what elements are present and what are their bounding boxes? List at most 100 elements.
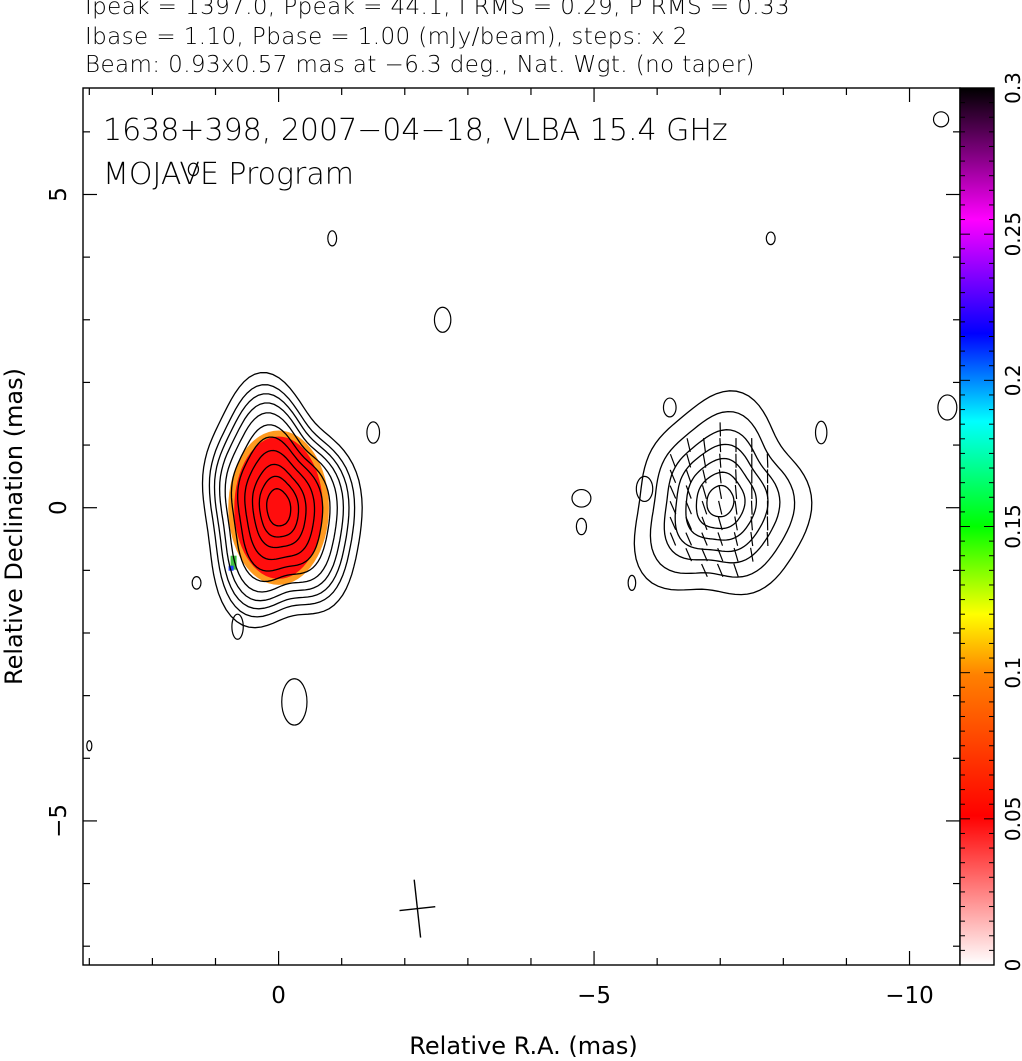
polarization-vector-35 (733, 547, 739, 562)
contour-core-1 (266, 488, 292, 527)
x-tick-label: −10 (885, 983, 934, 1009)
polarization-vector-4 (669, 485, 677, 499)
polarization-vector-39 (734, 485, 738, 500)
polarization-vector-36 (733, 532, 739, 546)
polarization-vector-16 (701, 548, 708, 562)
polarization-vector-56 (766, 453, 769, 468)
noise-contour-15 (937, 394, 958, 421)
polarization-vector-34 (733, 563, 739, 578)
polarization-vector-25 (717, 547, 724, 562)
noise-contour-1 (433, 306, 452, 333)
header-line-1: Ipeak = 1397.0, Ppeak = 44.1, I RMS = 0.… (85, 0, 791, 20)
colorbar-tick-label: 0.3 (1001, 72, 1022, 104)
polarization-vector-37 (734, 516, 738, 531)
contour-core-11 (201, 371, 363, 629)
noise-contour-6 (575, 517, 588, 536)
noise-contour-14 (932, 111, 950, 128)
colorbar-tick-label: 0.05 (1001, 797, 1022, 842)
polarization-vector-27 (717, 516, 723, 531)
polarization-vector-31 (719, 453, 722, 468)
header-line-2: Ibase = 1.10, Pbase = 1.00 (mJy/beam), s… (85, 24, 688, 50)
contour-core-10 (208, 384, 356, 618)
y-axis-label: Relative Declination (mas) (0, 368, 28, 685)
polarization-vector-19 (701, 500, 708, 515)
polarization-vector-21 (702, 469, 707, 484)
noise-contour-4 (187, 162, 200, 177)
contour-jet-knot-3 (685, 457, 758, 541)
contour-core-3 (251, 463, 307, 549)
noise-contour-12 (231, 613, 244, 640)
noise-contour-10 (765, 231, 776, 246)
noise-contour-17 (281, 678, 308, 726)
polarization-edge-pixel (228, 565, 234, 571)
noise-contour-5 (571, 488, 592, 508)
contour-core-4 (244, 449, 316, 561)
polarization-vector-5 (669, 469, 677, 484)
polarization-vector-23 (703, 438, 706, 453)
axis-ticks (83, 88, 960, 965)
plot-frame (82, 87, 961, 966)
contour-jet-knot-6 (649, 410, 796, 578)
colorbar-tick-label: 0.25 (1001, 212, 1022, 257)
y-tick-label: −5 (46, 804, 72, 838)
polarization-vector-44 (750, 532, 754, 547)
contour-jet-knot-5 (663, 429, 781, 564)
polarization-vector-30 (718, 469, 722, 484)
polarization-vector-1 (669, 532, 677, 546)
polarization-vector-26 (717, 532, 724, 546)
polarization-vector-7 (685, 548, 693, 562)
polarization-vector-18 (701, 516, 708, 531)
contour-core-2 (258, 475, 300, 538)
x-tick-label: 0 (271, 983, 286, 1009)
polarization-vector-32 (719, 438, 722, 453)
noise-contour-3 (366, 421, 381, 444)
contour-core-7 (224, 412, 338, 593)
noise-contour-7 (635, 475, 654, 503)
polarization-vector-40 (735, 469, 737, 484)
noise-contour-9 (814, 420, 828, 445)
polarization-vector-3 (669, 501, 677, 515)
colorbar-tick-label: 0 (1001, 959, 1022, 972)
polarization-vector-51 (766, 531, 769, 547)
polarization-vector-2 (669, 516, 677, 531)
chart-subtitle: MOJAVE Program (103, 157, 354, 192)
polarization-vector-22 (702, 453, 707, 468)
polarization-vector-12 (685, 469, 692, 484)
contour-core-5 (237, 436, 324, 572)
polarization-vector-8 (685, 532, 693, 546)
polarization-vector-46 (750, 500, 753, 515)
polarization-vector-43 (750, 547, 754, 562)
polarization-vector-14 (686, 438, 691, 453)
polarization-vector-13 (686, 453, 692, 468)
beam-minor-axis (399, 905, 436, 912)
polarization-vector-9 (685, 516, 693, 531)
colorbar-tick-label: 0.2 (1001, 364, 1022, 396)
polarization-vector-17 (701, 532, 708, 546)
colorbar: 0 0.05 0.1 0.15 0.2 0.25 0.3 (959, 72, 1022, 972)
y-tick-label: 5 (46, 187, 72, 202)
polarization-vector-10 (685, 500, 692, 515)
contour-jet-knot-7 (633, 390, 813, 596)
polarization-vector-6 (669, 453, 676, 468)
polarization-vector-20 (701, 485, 707, 499)
x-tick-label: −5 (577, 983, 611, 1009)
noise-contour-2 (327, 230, 338, 247)
contour-core-8 (218, 402, 345, 602)
colorbar-tick-label: 0.1 (1001, 657, 1022, 689)
polarization-vector-15 (701, 563, 708, 577)
polarization-vector-28 (718, 500, 723, 515)
chart-title: 1638+398, 2007−04−18, VLBA 15.4 GHz (103, 113, 728, 148)
contour-core-6 (230, 424, 331, 583)
noise-contour-13 (627, 574, 637, 591)
x-axis-label: Relative R.A. (mas) (409, 1032, 637, 1060)
polarization-vector-45 (750, 516, 753, 531)
plot-border (82, 87, 961, 966)
y-tick-label: 0 (46, 500, 72, 515)
polarization-vector-29 (718, 485, 723, 500)
contour-core-9 (213, 393, 350, 610)
polarization-vector-11 (685, 485, 692, 499)
noise-contour-11 (191, 576, 202, 590)
polarization-vector-layer (399, 422, 769, 938)
contour-layer (86, 111, 958, 752)
